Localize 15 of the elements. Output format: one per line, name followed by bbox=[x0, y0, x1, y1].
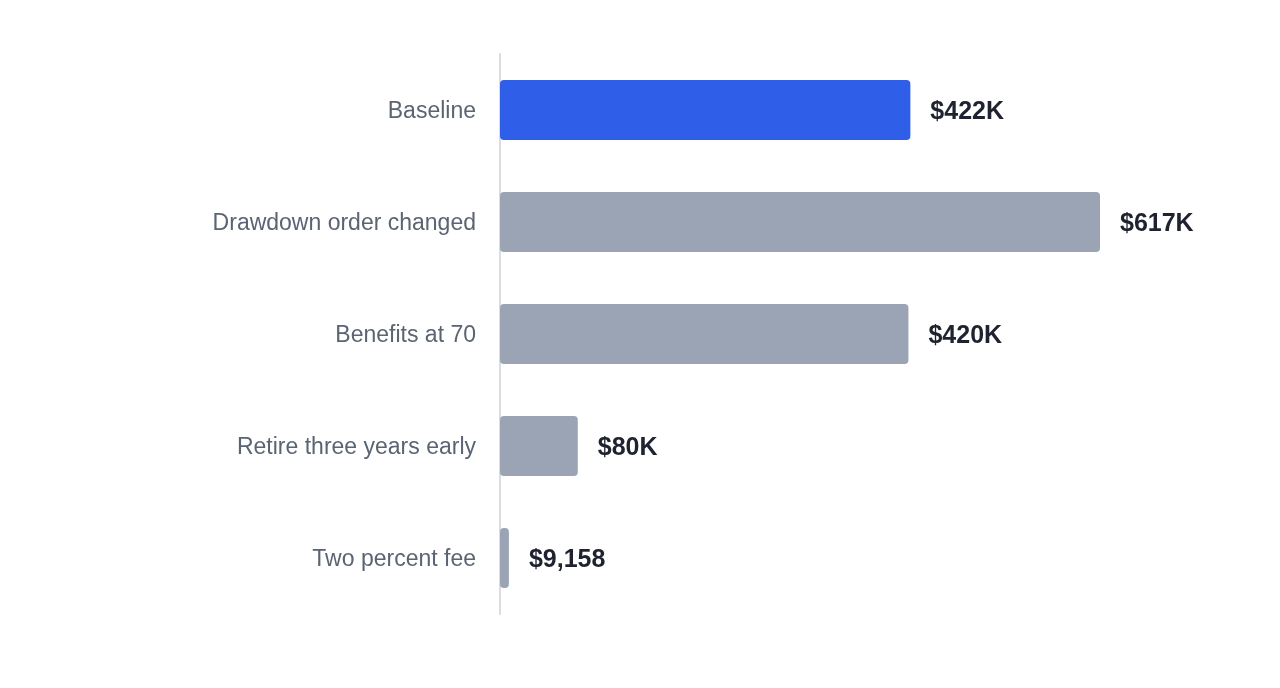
y-tick-label: Baseline bbox=[387, 97, 476, 123]
bar bbox=[500, 192, 1100, 252]
data-label: $420K bbox=[928, 320, 1003, 348]
y-tick-label: Two percent fee bbox=[312, 545, 476, 571]
bar bbox=[500, 80, 911, 140]
data-label: $422K bbox=[930, 96, 1005, 124]
y-tick-label: Benefits at 70 bbox=[335, 321, 476, 347]
y-tick-label: Retire three years early bbox=[236, 433, 477, 459]
data-label: $9,158 bbox=[528, 544, 606, 572]
data-label: $80K bbox=[597, 432, 658, 460]
bar bbox=[500, 528, 509, 588]
bar bbox=[500, 416, 578, 476]
data-label: $617K bbox=[1120, 208, 1194, 236]
y-tick-label: Drawdown order changed bbox=[212, 209, 476, 235]
bar bbox=[500, 304, 909, 364]
